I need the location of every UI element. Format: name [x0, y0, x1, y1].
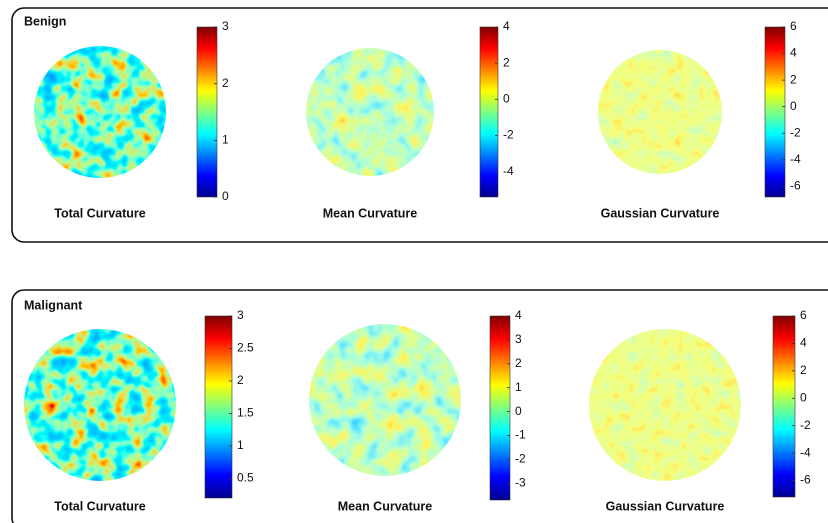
tick-label: 2.5 [237, 341, 254, 355]
tick-label: -2 [515, 452, 526, 466]
tick-label: -2 [800, 418, 811, 432]
tick-label: 1 [237, 438, 244, 452]
caption: Total Curvature [54, 499, 145, 513]
tick-label: -2 [503, 128, 514, 142]
tick-label: 2 [515, 356, 522, 370]
tick-label: -6 [800, 473, 811, 487]
tick-label: 0 [503, 92, 510, 106]
colorbar [773, 316, 795, 497]
tick-label: 1 [515, 380, 522, 394]
tick-label: 2 [237, 373, 244, 387]
caption: Gaussian Curvature [601, 206, 720, 220]
tick-label: 2 [222, 76, 229, 90]
tick-label: 4 [515, 308, 522, 322]
tick-label: 6 [800, 308, 807, 322]
figure: Benign Total Curvature 0 1 2 3 Mean Curvature -… [0, 0, 828, 523]
tick-label: 3 [237, 308, 244, 322]
tick-label: 0 [800, 390, 807, 404]
tick-label: 6 [790, 19, 797, 33]
tick-label: 4 [503, 19, 510, 33]
tick-label: 3 [515, 332, 522, 346]
surface-image [306, 48, 434, 176]
surface-image [309, 324, 461, 476]
surface-image [24, 329, 176, 481]
caption: Gaussian Curvature [606, 499, 725, 513]
tick-label: -2 [790, 125, 801, 139]
tick-label: 4 [800, 336, 807, 350]
tick-label: 1 [222, 133, 229, 147]
tick-label: -4 [800, 445, 811, 459]
tick-label: -4 [790, 152, 801, 166]
surface-image [34, 46, 166, 178]
tick-label: -1 [515, 428, 526, 442]
tick-label: 2 [800, 363, 807, 377]
tick-label: 0 [515, 404, 522, 418]
tick-label: 2 [790, 72, 797, 86]
colorbar [205, 316, 232, 498]
panel-label: Malignant [24, 298, 83, 312]
colorbar [765, 27, 785, 197]
tick-label: 0 [790, 99, 797, 113]
tick-label: 4 [790, 46, 797, 60]
panel-label: Benign [24, 14, 66, 28]
caption: Mean Curvature [323, 206, 418, 220]
tick-label: 0.5 [237, 471, 254, 485]
colorbar [490, 316, 510, 500]
caption: Mean Curvature [338, 499, 433, 513]
tick-label: -4 [503, 164, 514, 178]
tick-label: -6 [790, 179, 801, 193]
colorbar [197, 27, 217, 197]
surface-image [598, 50, 722, 174]
tick-label: 1.5 [237, 406, 254, 420]
tick-label: 2 [503, 55, 510, 69]
tick-label: 0 [222, 189, 229, 203]
surface-image [589, 329, 741, 481]
caption: Total Curvature [54, 206, 145, 220]
tick-label: -3 [515, 475, 526, 489]
tick-label: 3 [222, 19, 229, 33]
